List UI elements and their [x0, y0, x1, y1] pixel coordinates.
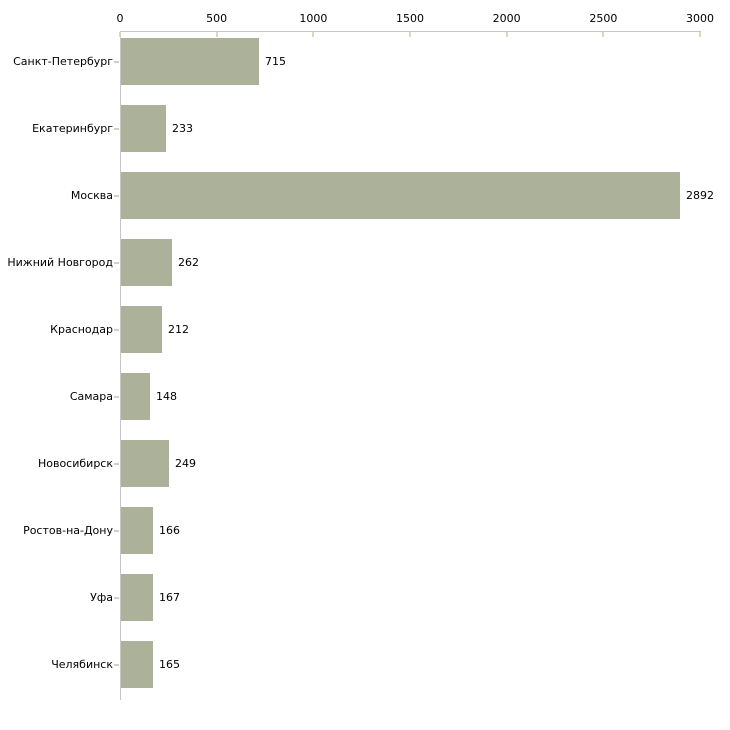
chart-row: Краснодар 212: [0, 306, 730, 353]
chart-row: Ростов-на-Дону 166: [0, 507, 730, 554]
chart-row: Екатеринбург 233: [0, 105, 730, 152]
category-label: Челябинск: [51, 658, 113, 671]
value-label: 249: [175, 457, 196, 470]
chart-row: Нижний Новгород 262: [0, 239, 730, 286]
value-label: 2892: [686, 189, 714, 202]
x-tick-label: 500: [206, 12, 228, 25]
bar: [121, 373, 150, 420]
bar: [121, 440, 169, 487]
value-label: 165: [159, 658, 180, 671]
category-label: Новосибирск: [37, 457, 113, 470]
chart-row: Новосибирск 249: [0, 440, 730, 487]
value-label: 233: [172, 122, 193, 135]
x-tick-mark: [119, 32, 121, 37]
x-tick-mark: [505, 32, 508, 37]
x-tick-label: 3000: [686, 12, 714, 25]
bar: [121, 574, 153, 621]
category-label: Москва: [70, 189, 113, 202]
x-tick-mark: [312, 32, 315, 37]
category-tick-mark: [114, 329, 119, 331]
value-label: 167: [159, 591, 180, 604]
bar: [121, 239, 172, 286]
category-tick-mark: [114, 664, 119, 666]
value-label: 262: [178, 256, 199, 269]
x-tick-mark: [602, 32, 605, 37]
x-axis-line: [120, 31, 701, 32]
chart-row: Санкт-Петербург 715: [0, 38, 730, 85]
bar: [121, 306, 162, 353]
x-tick-label: 1500: [396, 12, 424, 25]
category-tick-mark: [114, 128, 119, 130]
category-label: Уфа: [90, 591, 113, 604]
category-label: Нижний Новгород: [7, 256, 113, 269]
x-tick-mark: [215, 32, 218, 37]
category-tick-mark: [114, 61, 119, 63]
category-label: Санкт-Петербург: [13, 55, 113, 68]
category-label: Ростов-на-Дону: [23, 524, 113, 537]
category-label: Самара: [69, 390, 113, 403]
x-tick-label: 2500: [589, 12, 618, 25]
value-label: 148: [156, 390, 177, 403]
x-tick-label: 1000: [299, 12, 328, 25]
value-label: 166: [159, 524, 180, 537]
y-axis-line: [120, 31, 121, 700]
x-tick-label: 2000: [492, 12, 521, 25]
x-tick-mark: [699, 32, 701, 37]
bar: [121, 641, 153, 688]
chart-row: Самара 148: [0, 373, 730, 420]
chart-row: Москва 2892: [0, 172, 730, 219]
value-label: 212: [168, 323, 189, 336]
chart-row: Уфа 167: [0, 574, 730, 621]
bar: [121, 507, 153, 554]
category-tick-mark: [114, 597, 119, 599]
bar: [121, 38, 259, 85]
category-tick-mark: [114, 262, 119, 264]
x-tick-mark: [409, 32, 411, 37]
category-tick-mark: [114, 530, 119, 532]
bar: [121, 105, 166, 152]
value-label: 715: [265, 55, 286, 68]
category-tick-mark: [114, 463, 119, 465]
bar: [121, 172, 680, 219]
category-label: Екатеринбург: [32, 122, 113, 135]
category-label: Краснодар: [50, 323, 113, 336]
chart-row: Челябинск 165: [0, 641, 730, 688]
x-tick-label: 0: [116, 12, 124, 25]
category-tick-mark: [114, 396, 119, 398]
category-tick-mark: [114, 195, 119, 197]
